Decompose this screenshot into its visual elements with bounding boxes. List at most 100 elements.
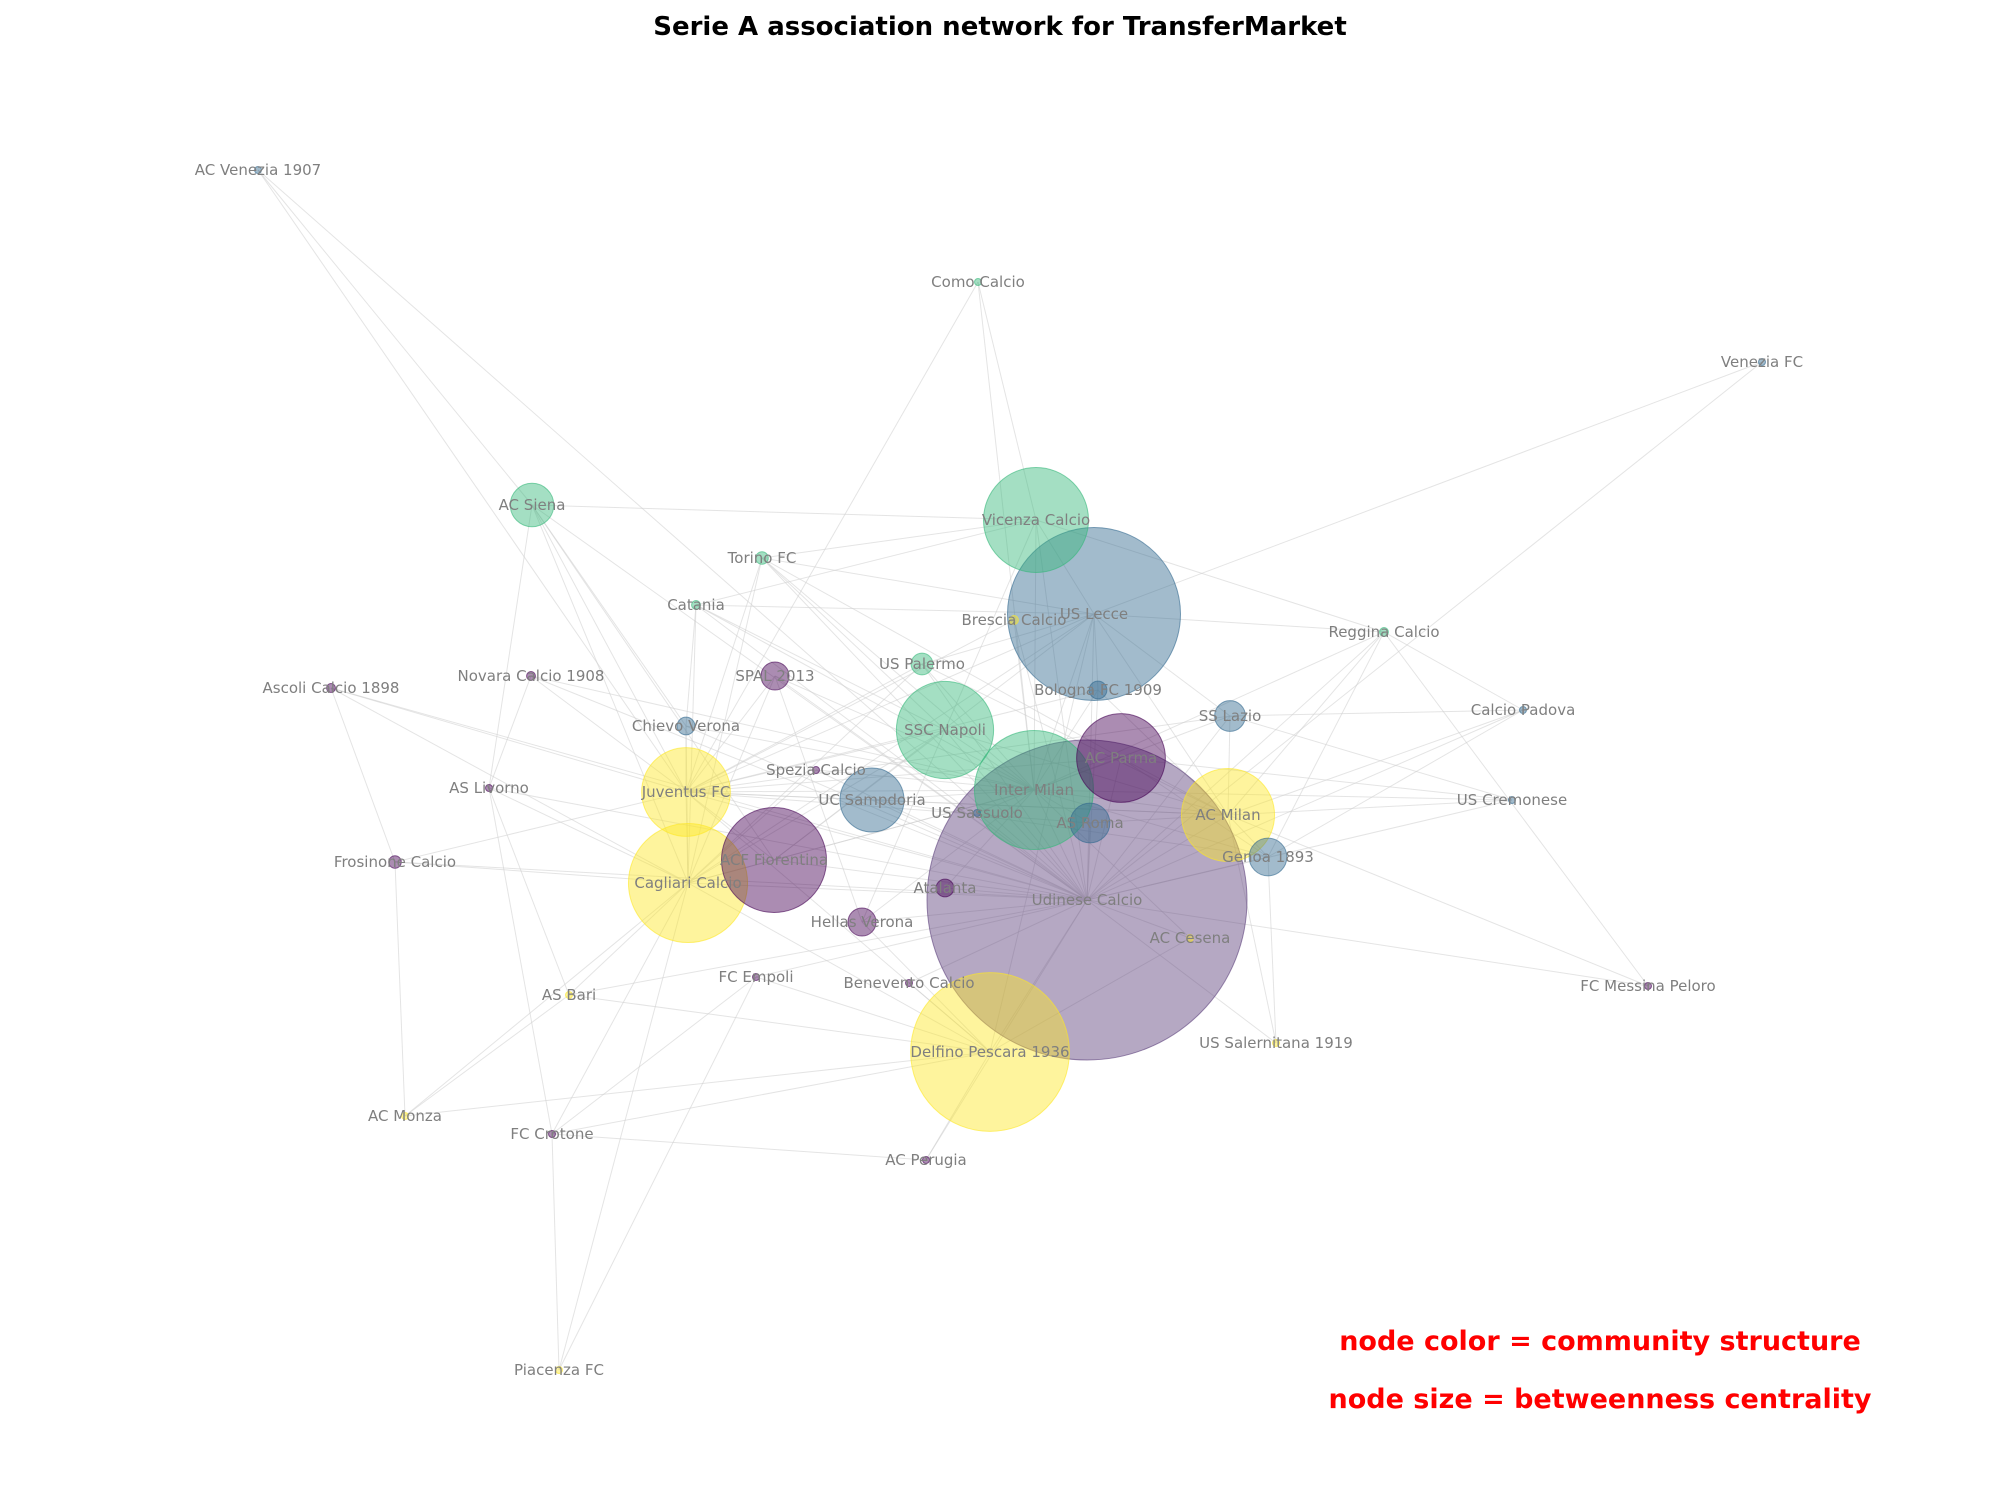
edge-ss-lazio--udinese-calcio	[1086, 715, 1231, 901]
edge-frosinone-calcio--cagliari-calcio	[394, 861, 689, 884]
node-reggina-calcio[interactable]	[1379, 627, 1389, 637]
node-catania[interactable]	[691, 600, 701, 610]
node-label-us-sassuolo: US Sassuolo	[931, 804, 1023, 822]
node-uc-sampdoria[interactable]	[839, 767, 905, 833]
node-fc-messina-peloro[interactable]	[1644, 982, 1652, 990]
node-us-palermo[interactable]	[910, 652, 934, 676]
node-acf-fiorentina[interactable]	[720, 806, 828, 914]
edge-ac-siena--as-livorno	[488, 504, 533, 789]
node-ascoli-calcio-1898[interactable]	[326, 683, 336, 693]
node-vicenza-calcio[interactable]	[982, 466, 1090, 574]
node-bologna-fc-1909[interactable]	[1088, 680, 1108, 700]
node-chievo-verona[interactable]	[676, 716, 696, 736]
node-atalanta[interactable]	[935, 878, 955, 898]
node-spal-2013[interactable]	[760, 661, 790, 691]
node-benevento-calcio[interactable]	[905, 979, 913, 987]
node-us-sassuolo[interactable]	[973, 809, 981, 817]
edge-brescia-calcio--juventus-fc	[685, 619, 1015, 793]
node-ac-perugia[interactable]	[922, 1156, 930, 1164]
node-label-us-cremonese: US Cremonese	[1457, 791, 1567, 809]
edge-acf-fiorentina--juventus-fc	[685, 791, 775, 861]
node-ssc-napoli[interactable]	[895, 680, 995, 780]
edge-ac-siena--vicenza-calcio	[531, 504, 1037, 521]
node-ac-siena[interactable]	[509, 482, 555, 528]
edge-brescia-calcio--inter-milan	[1013, 619, 1035, 791]
node-cagliari-calcio[interactable]	[627, 822, 749, 944]
node-fc-crotone[interactable]	[548, 1130, 556, 1138]
edge-torino-fc--cagliari-calcio	[687, 557, 763, 884]
node-label-cagliari-calcio: Cagliari Calcio	[634, 874, 741, 892]
edge-novara-calcio-1908--as-livorno	[488, 675, 532, 789]
node-label-genoa-1893: Genoa 1893	[1222, 848, 1314, 866]
node-label-chievo-verona: Chievo Verona	[632, 717, 740, 735]
edge-us-lecce--delfino-pescara-1936	[989, 613, 1095, 1053]
node-label-uc-sampdoria: UC Sampdoria	[818, 791, 925, 809]
node-label-benevento-calcio: Benevento Calcio	[843, 974, 974, 992]
edge-ac-milan--us-cremonese	[1227, 799, 1513, 816]
edge-ssc-napoli--inter-milan	[944, 729, 1035, 791]
node-inter-milan[interactable]	[973, 729, 1095, 851]
node-juventus-fc[interactable]	[641, 747, 731, 837]
node-ac-monza[interactable]	[401, 1112, 409, 1120]
node-brescia-calcio[interactable]	[1009, 615, 1019, 625]
node-us-salernitana-1919[interactable]	[1272, 1039, 1280, 1047]
node-novara-calcio-1908[interactable]	[526, 671, 536, 681]
node-torino-fc[interactable]	[755, 551, 769, 565]
edge-catania--chievo-verona	[685, 604, 697, 727]
node-label-ac-cesena: AC Cesena	[1150, 929, 1231, 947]
node-ac-venezia-1907[interactable]	[254, 166, 262, 174]
edge-us-sassuolo--inter-milan	[976, 789, 1035, 814]
edge-us-palermo--cagliari-calcio	[687, 663, 923, 884]
edge-udinese-calcio--ac-perugia	[925, 899, 1088, 1161]
edge-ss-lazio--us-cremonese	[1229, 715, 1513, 801]
edge-ac-venezia-1907--ac-siena	[257, 169, 533, 506]
node-as-roma[interactable]	[1069, 802, 1111, 844]
edge-us-lecce--reggina-calcio	[1093, 613, 1385, 633]
edge-chievo-verona--udinese-calcio	[685, 725, 1088, 901]
node-delfino-pescara-1936[interactable]	[910, 972, 1070, 1132]
node-us-cremonese[interactable]	[1508, 796, 1516, 804]
edge-ssc-napoli--hellas-verona	[861, 729, 946, 923]
edge-spezia-calcio--udinese-calcio	[815, 769, 1088, 901]
node-genoa-1893[interactable]	[1248, 837, 1288, 877]
node-spezia-calcio[interactable]	[812, 766, 820, 774]
edge-layer	[257, 169, 1763, 1371]
node-label-us-salernitana-1919: US Salernitana 1919	[1199, 1034, 1353, 1052]
node-label-hellas-verona: Hellas Verona	[811, 913, 914, 931]
node-fc-empoli[interactable]	[752, 973, 760, 981]
node-ac-parma[interactable]	[1076, 713, 1166, 803]
edge-as-bari--delfino-pescara-1936	[568, 994, 991, 1053]
node-label-piacenza-fc: Piacenza FC	[514, 1361, 604, 1379]
node-piacenza-fc[interactable]	[555, 1366, 563, 1374]
chart-title: Serie A association network for Transfer…	[653, 12, 1347, 42]
node-como-calcio[interactable]	[974, 278, 982, 286]
node-calcio-padova[interactable]	[1519, 706, 1527, 714]
node-ac-cesena[interactable]	[1186, 934, 1194, 942]
node-as-bari[interactable]	[565, 991, 573, 999]
edge-acf-fiorentina--cagliari-calcio	[687, 859, 775, 884]
edge-ac-milan--us-salernitana-1919	[1227, 814, 1277, 1044]
edge-catania--udinese-calcio	[695, 604, 1088, 901]
node-label-us-lecce: US Lecce	[1060, 605, 1128, 623]
node-label-delfino-pescara-1936: Delfino Pescara 1936	[910, 1043, 1069, 1061]
node-ss-lazio[interactable]	[1214, 700, 1246, 732]
node-layer	[254, 166, 1766, 1374]
edge-vicenza-calcio--torino-fc	[761, 519, 1037, 559]
node-udinese-calcio[interactable]	[926, 739, 1248, 1061]
edge-us-lecce--udinese-calcio	[1086, 613, 1095, 901]
edge-udinese-calcio--us-cremonese	[1086, 799, 1513, 901]
node-ac-milan[interactable]	[1180, 767, 1276, 863]
edge-bologna-fc-1909--ac-milan	[1097, 689, 1229, 816]
edge-como-calcio--inter-milan	[977, 281, 1035, 791]
node-label-ac-monza: AC Monza	[368, 1107, 442, 1125]
node-frosinone-calcio[interactable]	[388, 855, 402, 869]
edge-hellas-verona--delfino-pescara-1936	[861, 921, 991, 1053]
node-as-livorno[interactable]	[485, 784, 493, 792]
edge-juventus-fc--frosinone-calcio	[394, 791, 687, 863]
edge-calcio-padova--genoa-1893	[1267, 709, 1524, 858]
node-hellas-verona[interactable]	[847, 907, 877, 937]
edge-us-lecce--catania	[695, 604, 1095, 615]
edge-ac-venezia-1907--juventus-fc	[257, 169, 687, 793]
node-venezia-fc[interactable]	[1758, 358, 1766, 366]
